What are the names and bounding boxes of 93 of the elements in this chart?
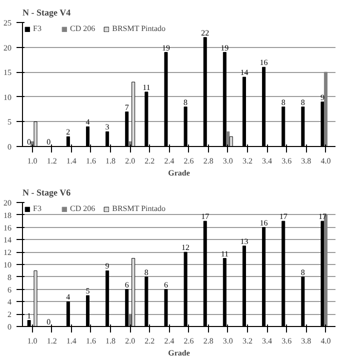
x-tick-label: 1.0: [27, 336, 38, 346]
x-tick-label: 1.6: [86, 156, 96, 166]
bar: [324, 72, 328, 146]
x-tick-label: 1.8: [106, 336, 116, 346]
x-tick-label: 2.4: [164, 336, 174, 346]
x-tick-label: 1.0: [27, 156, 38, 166]
x-tick-label: 1.8: [106, 156, 116, 166]
y-tick-label: 15: [4, 68, 12, 78]
data-label: 22: [201, 28, 210, 38]
data-label: 17: [201, 212, 210, 222]
data-label: 8: [144, 268, 148, 277]
x-tick-label: 2.2: [144, 336, 155, 346]
data-label: 13: [240, 236, 248, 246]
x-tick-label: 3.6: [282, 156, 292, 166]
y-tick-label: 18: [4, 210, 12, 220]
y-tick-label: 2: [8, 310, 12, 320]
x-tick-label: 3.6: [282, 336, 292, 346]
legend-label: BRSMT Pintado: [112, 204, 166, 213]
x-tick-label: 1.2: [46, 156, 57, 166]
legend-label: CD 206: [70, 24, 96, 33]
x-tick-label: 3.8: [301, 336, 312, 346]
data-label: 8: [184, 98, 188, 107]
data-label: 17: [318, 212, 326, 222]
y-tick-label: 0: [8, 142, 12, 152]
x-tick-label: 3.8: [301, 156, 312, 166]
y-tick-label: 16: [4, 223, 12, 232]
data-label: 8: [300, 98, 305, 107]
x-tick-label: 3.0: [222, 156, 233, 166]
data-label: 4: [86, 118, 90, 127]
y-tick-label: 6: [8, 285, 12, 294]
y-tick-label: 5: [8, 118, 12, 127]
x-tick-label: 3.2: [242, 336, 252, 346]
x-tick-label: 2.6: [184, 156, 194, 166]
y-tick-label: 20: [4, 43, 12, 52]
y-tick-label: 0: [8, 322, 12, 332]
legend-label: CD 206: [70, 204, 96, 213]
chart-title: N - Stage V6: [22, 188, 72, 198]
data-label: 4: [66, 292, 70, 302]
x-tick-label: 3.2: [242, 156, 252, 166]
x-tick-label: 2.6: [184, 336, 194, 346]
legend-label: F3: [33, 24, 42, 33]
data-label: 2: [66, 128, 70, 137]
data-label: 11: [220, 249, 229, 258]
x-tick-label: 1.2: [46, 336, 57, 346]
y-tick-label: 25: [4, 18, 12, 28]
legend-label: BRSMT Pintado: [112, 24, 166, 33]
data-label: 16: [260, 58, 268, 68]
data-label: 8: [281, 98, 286, 107]
x-tick-label: 1.6: [86, 336, 96, 346]
data-label: 19: [162, 43, 170, 52]
x-tick-label: 2.4: [164, 156, 174, 166]
y-tick-label: 20: [4, 198, 12, 208]
data-label: 5: [86, 286, 90, 296]
data-label: 7: [124, 102, 129, 112]
legend-label: F3: [33, 204, 42, 213]
x-tick-label: 3.4: [262, 156, 272, 166]
x-tick-label: 4.0: [320, 336, 331, 346]
data-label: 11: [142, 82, 150, 92]
y-tick-label: 10: [4, 92, 12, 102]
x-tick-label: 3.4: [262, 336, 272, 346]
x-tick-label: 2.8: [203, 336, 214, 346]
x-axis-title: Grade: [168, 348, 190, 358]
y-tick-label: 8: [8, 272, 12, 282]
x-tick-label: 2.0: [125, 156, 136, 166]
data-label: 6: [124, 280, 129, 290]
x-axis-title: Grade: [168, 168, 190, 178]
data-label: 1: [27, 311, 32, 320]
x-tick-label: 1.4: [66, 336, 76, 346]
data-label: 3: [105, 122, 110, 132]
bar: [226, 131, 230, 146]
data-label: 9: [320, 92, 324, 102]
data-label: 9: [105, 262, 110, 271]
data-label: 8: [300, 268, 305, 277]
x-tick-label: 2.8: [203, 156, 214, 166]
x-tick-label: 1.4: [66, 156, 76, 166]
data-label: 16: [260, 218, 268, 228]
data-label: 6: [164, 280, 168, 290]
x-tick-label: 3.0: [222, 336, 233, 346]
y-tick-label: 4: [8, 298, 12, 307]
data-label: 0: [46, 318, 51, 326]
x-tick-label: 2.0: [125, 336, 136, 346]
data-label: 0: [46, 138, 51, 146]
data-label: 17: [279, 212, 288, 222]
x-tick-label: 4.0: [320, 156, 331, 166]
data-label: 0: [27, 138, 32, 146]
y-tick-label: 14: [4, 236, 12, 245]
chart-title: N - Stage V4: [22, 8, 72, 18]
y-tick-label: 12: [4, 248, 12, 258]
y-tick-label: 10: [4, 260, 12, 270]
data-label: 12: [182, 243, 190, 252]
data-label: 19: [220, 43, 229, 52]
data-label: 14: [240, 68, 248, 78]
x-tick-label: 2.2: [144, 156, 155, 166]
